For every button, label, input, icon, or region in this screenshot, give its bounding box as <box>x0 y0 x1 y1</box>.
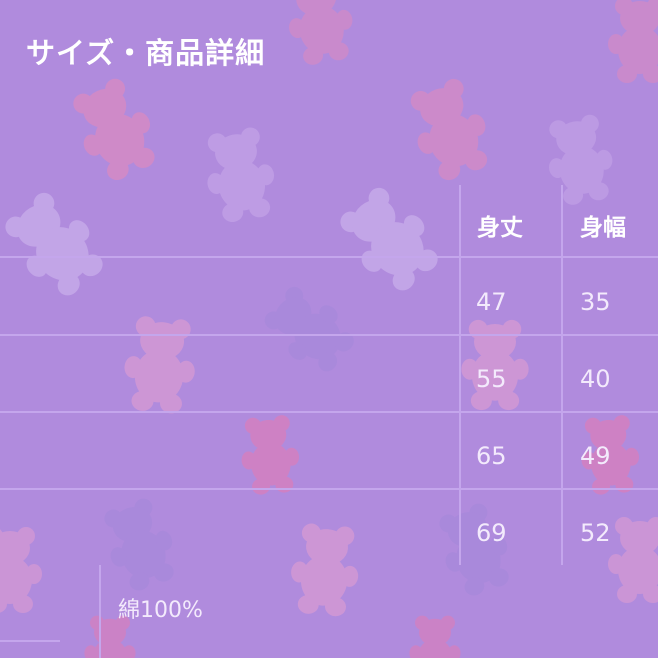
table-divider <box>561 185 563 565</box>
table-cell: 40 <box>580 365 611 393</box>
table-divider <box>99 565 101 658</box>
table-cell: 55 <box>476 365 507 393</box>
page-title: サイズ・商品詳細 <box>26 36 266 70</box>
table-divider <box>0 411 658 413</box>
table-cell: 65 <box>476 442 507 470</box>
table-divider <box>0 488 658 490</box>
table-cell: 47 <box>476 288 507 316</box>
table-divider <box>0 334 658 336</box>
column-header-width: 身幅 <box>580 215 626 241</box>
table-divider <box>0 640 60 642</box>
table-cell: 52 <box>580 519 611 547</box>
material-text: 綿100% <box>118 598 203 623</box>
table-cell: 49 <box>580 442 611 470</box>
table-divider <box>459 185 461 565</box>
table-divider <box>0 256 658 258</box>
table-cell: 69 <box>476 519 507 547</box>
column-header-length: 身丈 <box>477 215 523 241</box>
table-cell: 35 <box>580 288 611 316</box>
